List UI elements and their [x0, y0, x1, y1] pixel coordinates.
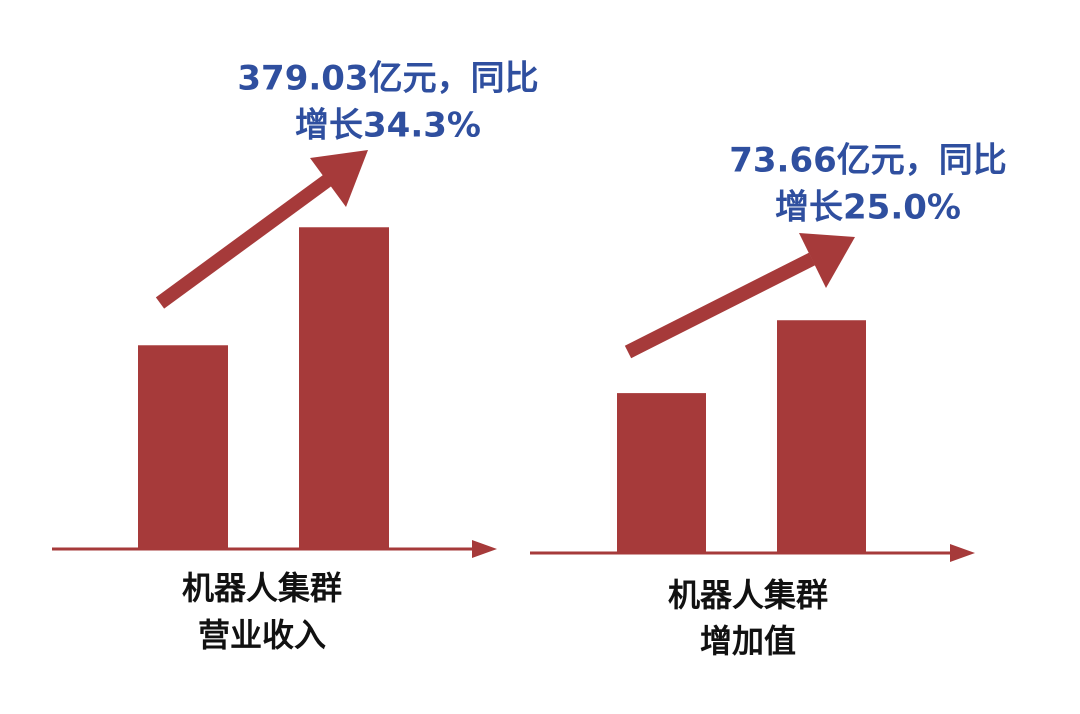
x-axis-label: 机器人集群	[182, 569, 342, 607]
trend-arrowhead	[799, 233, 855, 288]
annotation: 增长25.0%	[775, 188, 961, 228]
annotation: 73.66亿元，同比	[729, 141, 1007, 181]
x-axis-label: 营业收入	[198, 616, 326, 654]
trend-arrowhead	[310, 150, 368, 207]
x-axis-label: 机器人集群	[668, 576, 828, 614]
annotation: 增长34.3%	[295, 106, 481, 146]
x-axis-label: 增加值	[700, 622, 796, 660]
bar	[138, 345, 228, 549]
axis-arrowhead	[472, 540, 497, 558]
axis-arrowhead	[950, 544, 975, 562]
annotation: 379.03亿元，同比	[237, 59, 538, 99]
bar	[777, 320, 866, 553]
trend-arrow	[624, 252, 816, 359]
trend-arrow	[155, 174, 333, 309]
bar	[617, 393, 706, 553]
bar	[299, 227, 389, 549]
